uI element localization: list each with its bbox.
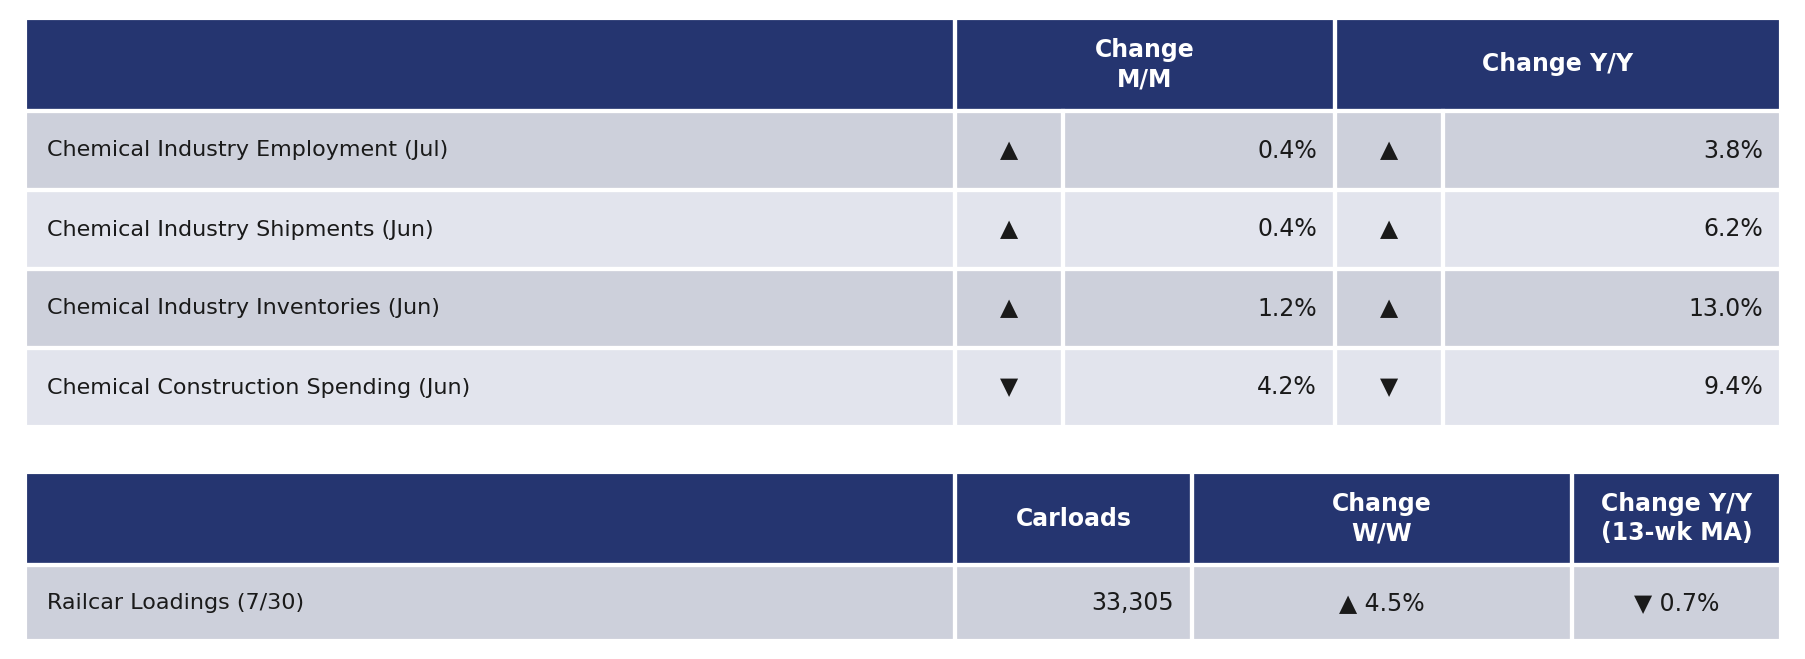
Text: ▲: ▲ — [1379, 297, 1397, 320]
Bar — [1063, 111, 1334, 190]
Bar — [1334, 111, 1442, 190]
Text: 9.4%: 9.4% — [1702, 376, 1762, 399]
Bar — [955, 565, 1191, 641]
Text: ▲: ▲ — [1379, 138, 1397, 163]
Bar — [25, 18, 955, 111]
Bar — [1570, 472, 1780, 565]
Text: Change
M/M: Change M/M — [1094, 38, 1195, 92]
Bar — [1334, 348, 1442, 427]
Text: Railcar Loadings (7/30): Railcar Loadings (7/30) — [47, 593, 303, 613]
Bar — [1442, 348, 1780, 427]
Bar — [1334, 190, 1442, 269]
Text: 0.4%: 0.4% — [1256, 138, 1316, 163]
Bar — [1191, 565, 1570, 641]
Bar — [955, 111, 1063, 190]
Bar — [1063, 190, 1334, 269]
Text: Change Y/Y: Change Y/Y — [1482, 53, 1634, 76]
Bar — [955, 18, 1334, 111]
Bar — [1063, 190, 1334, 269]
Text: ▲: ▲ — [1000, 297, 1018, 320]
Text: ▼ 0.7%: ▼ 0.7% — [1634, 591, 1718, 615]
Bar — [25, 18, 955, 111]
Bar — [1063, 348, 1334, 427]
Bar — [955, 565, 1191, 641]
Bar — [1063, 348, 1334, 427]
Bar — [25, 472, 955, 565]
Text: Chemical Construction Spending (Jun): Chemical Construction Spending (Jun) — [47, 378, 469, 397]
Bar — [1442, 190, 1780, 269]
Bar — [25, 269, 955, 348]
Bar — [1191, 565, 1570, 641]
Bar — [1442, 348, 1780, 427]
Text: Carloads: Carloads — [1014, 507, 1132, 530]
Bar — [1334, 111, 1442, 190]
Bar — [25, 111, 955, 190]
Bar — [1334, 348, 1442, 427]
Text: Chemical Industry Employment (Jul): Chemical Industry Employment (Jul) — [47, 140, 448, 161]
Bar — [1442, 269, 1780, 348]
Text: 0.4%: 0.4% — [1256, 217, 1316, 241]
Bar — [25, 565, 955, 641]
Text: 3.8%: 3.8% — [1702, 138, 1762, 163]
Bar — [1442, 190, 1780, 269]
Bar — [955, 190, 1063, 269]
Bar — [1334, 190, 1442, 269]
Bar — [1191, 472, 1570, 565]
Text: Chemical Industry Shipments (Jun): Chemical Industry Shipments (Jun) — [47, 219, 433, 239]
Bar — [1442, 111, 1780, 190]
Bar — [25, 348, 955, 427]
Text: ▼: ▼ — [1379, 376, 1397, 399]
Bar — [25, 190, 955, 269]
Text: 1.2%: 1.2% — [1256, 297, 1316, 320]
Text: ▼: ▼ — [1000, 376, 1018, 399]
Bar — [1334, 269, 1442, 348]
Bar — [1570, 565, 1780, 641]
Bar — [955, 348, 1063, 427]
Text: Change
W/W: Change W/W — [1332, 492, 1431, 546]
Bar — [1063, 269, 1334, 348]
Bar — [25, 348, 955, 427]
Bar — [1570, 472, 1780, 565]
Bar — [25, 111, 955, 190]
Bar — [955, 18, 1334, 111]
Bar — [1570, 565, 1780, 641]
Text: 6.2%: 6.2% — [1702, 217, 1762, 241]
Text: Chemical Industry Inventories (Jun): Chemical Industry Inventories (Jun) — [47, 299, 440, 318]
Bar — [955, 472, 1191, 565]
Text: ▲: ▲ — [1000, 138, 1018, 163]
Bar — [25, 190, 955, 269]
Text: ▲ 4.5%: ▲ 4.5% — [1339, 591, 1424, 615]
Bar — [955, 472, 1191, 565]
Bar — [1334, 18, 1780, 111]
Text: ▲: ▲ — [1379, 217, 1397, 241]
Text: 13.0%: 13.0% — [1688, 297, 1762, 320]
Bar — [955, 348, 1063, 427]
Bar — [1063, 111, 1334, 190]
Bar — [1334, 18, 1780, 111]
Text: 33,305: 33,305 — [1090, 591, 1173, 615]
Text: ▲: ▲ — [1000, 217, 1018, 241]
Bar — [1334, 269, 1442, 348]
Bar — [955, 269, 1063, 348]
Text: Change Y/Y
(13-wk MA): Change Y/Y (13-wk MA) — [1599, 492, 1751, 546]
Text: 4.2%: 4.2% — [1256, 376, 1316, 399]
Bar — [25, 427, 1780, 472]
Bar — [25, 472, 955, 565]
Bar — [25, 269, 955, 348]
Bar — [955, 269, 1063, 348]
Bar — [955, 111, 1063, 190]
Bar — [1442, 111, 1780, 190]
Bar — [1442, 269, 1780, 348]
Bar — [955, 190, 1063, 269]
Bar — [25, 565, 955, 641]
Bar — [1063, 269, 1334, 348]
Bar — [1191, 472, 1570, 565]
